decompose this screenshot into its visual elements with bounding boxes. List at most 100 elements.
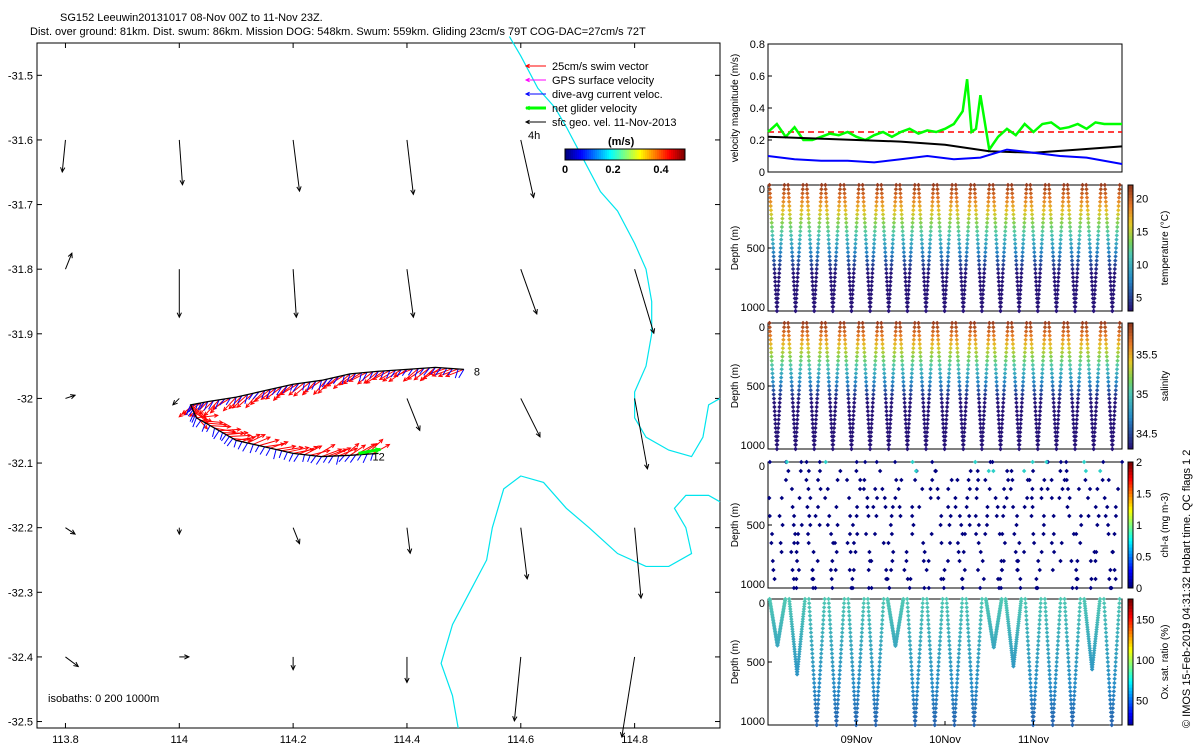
chla-data-point [828,531,834,537]
temperature-data-point [1047,199,1053,204]
salinity-data-point [860,329,866,334]
oxygen-data-point [1095,620,1100,625]
oxygen-data-point [797,644,803,649]
colorbar-cell [627,149,630,160]
temperature-data-point [834,237,840,242]
salinity-data-point [1076,383,1081,389]
salinity-data-point [1014,400,1019,405]
salinity-data-point [1046,320,1052,326]
temperature-data-point [955,208,960,213]
oxygen-data-point [926,626,931,631]
oxygen-data-point [960,596,965,602]
salinity-data-point [799,350,804,355]
oxygen-data-point [1053,668,1059,673]
temperature-data-point [872,224,878,230]
oxygen-data-point [932,714,937,719]
chla-data-point [997,531,1002,537]
oxygen-data-point [940,601,945,606]
salinity-data-point [928,371,933,376]
temperature-data-point [935,199,941,204]
temperature-data-point [901,254,907,259]
oxygen-data-point [810,664,816,669]
temperature-data-point [849,308,854,314]
oxygen-data-point [1030,710,1035,715]
temperature-data-point [842,195,847,200]
salinity-data-point [1013,388,1018,393]
swim-vector [250,390,266,405]
oxygen-data-point [959,609,964,614]
temperature-data-point [939,258,944,263]
salinity-data-point [848,425,853,431]
salinity-data-point [881,367,887,372]
chla-data-point [838,468,843,474]
temperature-data-point [779,229,784,234]
temperature-data-point [1055,287,1060,293]
chla-data-point [845,540,850,546]
salinity-data-point [921,404,926,410]
salinity-data-point [1019,396,1025,401]
chla-data-point [926,558,931,564]
chla-data-point [1112,567,1117,573]
temperature-data-point [1072,296,1077,301]
colorbar-cell [1128,721,1133,726]
current-vector [434,367,442,376]
salinity-data-point [1084,333,1090,338]
salinity-data-point [1092,421,1098,426]
colorbar-cell [1128,581,1133,586]
chla-data-point [912,477,918,483]
temperature-data-point [940,275,945,280]
temperature-data-point [1117,182,1122,188]
oxygen-data-point [1047,668,1052,673]
temperature-data-point [793,308,798,314]
salinity-data-point [874,333,880,338]
oxygen-data-point [1007,630,1012,635]
salinity-data-point [1114,375,1119,380]
salinity-data-point [1014,404,1019,410]
geostrophic-vector [178,139,183,185]
oxygen-data-point [836,693,841,698]
temperature-data-point [1015,283,1020,288]
chla-data-point [827,513,832,519]
temperature-data-point [979,300,984,305]
salinity-data-point [781,333,786,338]
salinity-data-point [874,341,879,347]
colorbar-cell [1128,477,1133,482]
temperature-data-point [861,208,867,213]
oxygen-data-point [881,601,886,606]
salinity-data-point [940,417,946,422]
chla-data-point [1103,513,1108,519]
chla-data-point [1071,531,1077,537]
oxygen-data-point [1044,626,1049,631]
temperature-data-point [886,300,891,305]
colorbar-cell [1128,332,1133,337]
salinity-data-point [1049,375,1055,380]
colorbar-cell [1128,251,1133,255]
temperature-data-point [808,241,813,246]
salinity-data-point [907,404,913,410]
current-vector [254,445,260,453]
oxygen-data-point [927,647,933,652]
temperature-data-point [1088,266,1094,272]
oxygen-data-point [853,714,858,719]
chla-data-point [981,576,987,582]
chla-data-point [939,576,944,582]
colorbar-cell [1128,474,1133,479]
temperature-data-point [780,216,785,221]
temperature-data-point [816,237,821,242]
salinity-data-point [780,346,786,351]
salinity-data-point [909,375,914,380]
salinity-data-point [1011,350,1016,355]
oxygen-data-point [919,622,924,627]
temperature-data-point [805,191,810,196]
salinity-data-point [880,350,886,355]
oxygen-data-point [1046,655,1051,660]
salinity-data-point [1012,367,1017,372]
chla-data-point [1030,486,1035,492]
salinity-data-point [968,329,973,334]
swim-vector-head [245,403,250,409]
temperature-data-point [844,233,850,238]
oxygen-data-point [1084,617,1089,623]
oxygen-data-point [840,626,845,631]
temperature-data-point [833,258,839,263]
oxygen-data-point [796,656,801,662]
